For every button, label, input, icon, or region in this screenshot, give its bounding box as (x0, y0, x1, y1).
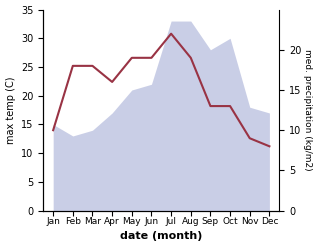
Y-axis label: med. precipitation (kg/m2): med. precipitation (kg/m2) (303, 49, 313, 171)
Y-axis label: max temp (C): max temp (C) (5, 76, 16, 144)
X-axis label: date (month): date (month) (120, 231, 203, 242)
